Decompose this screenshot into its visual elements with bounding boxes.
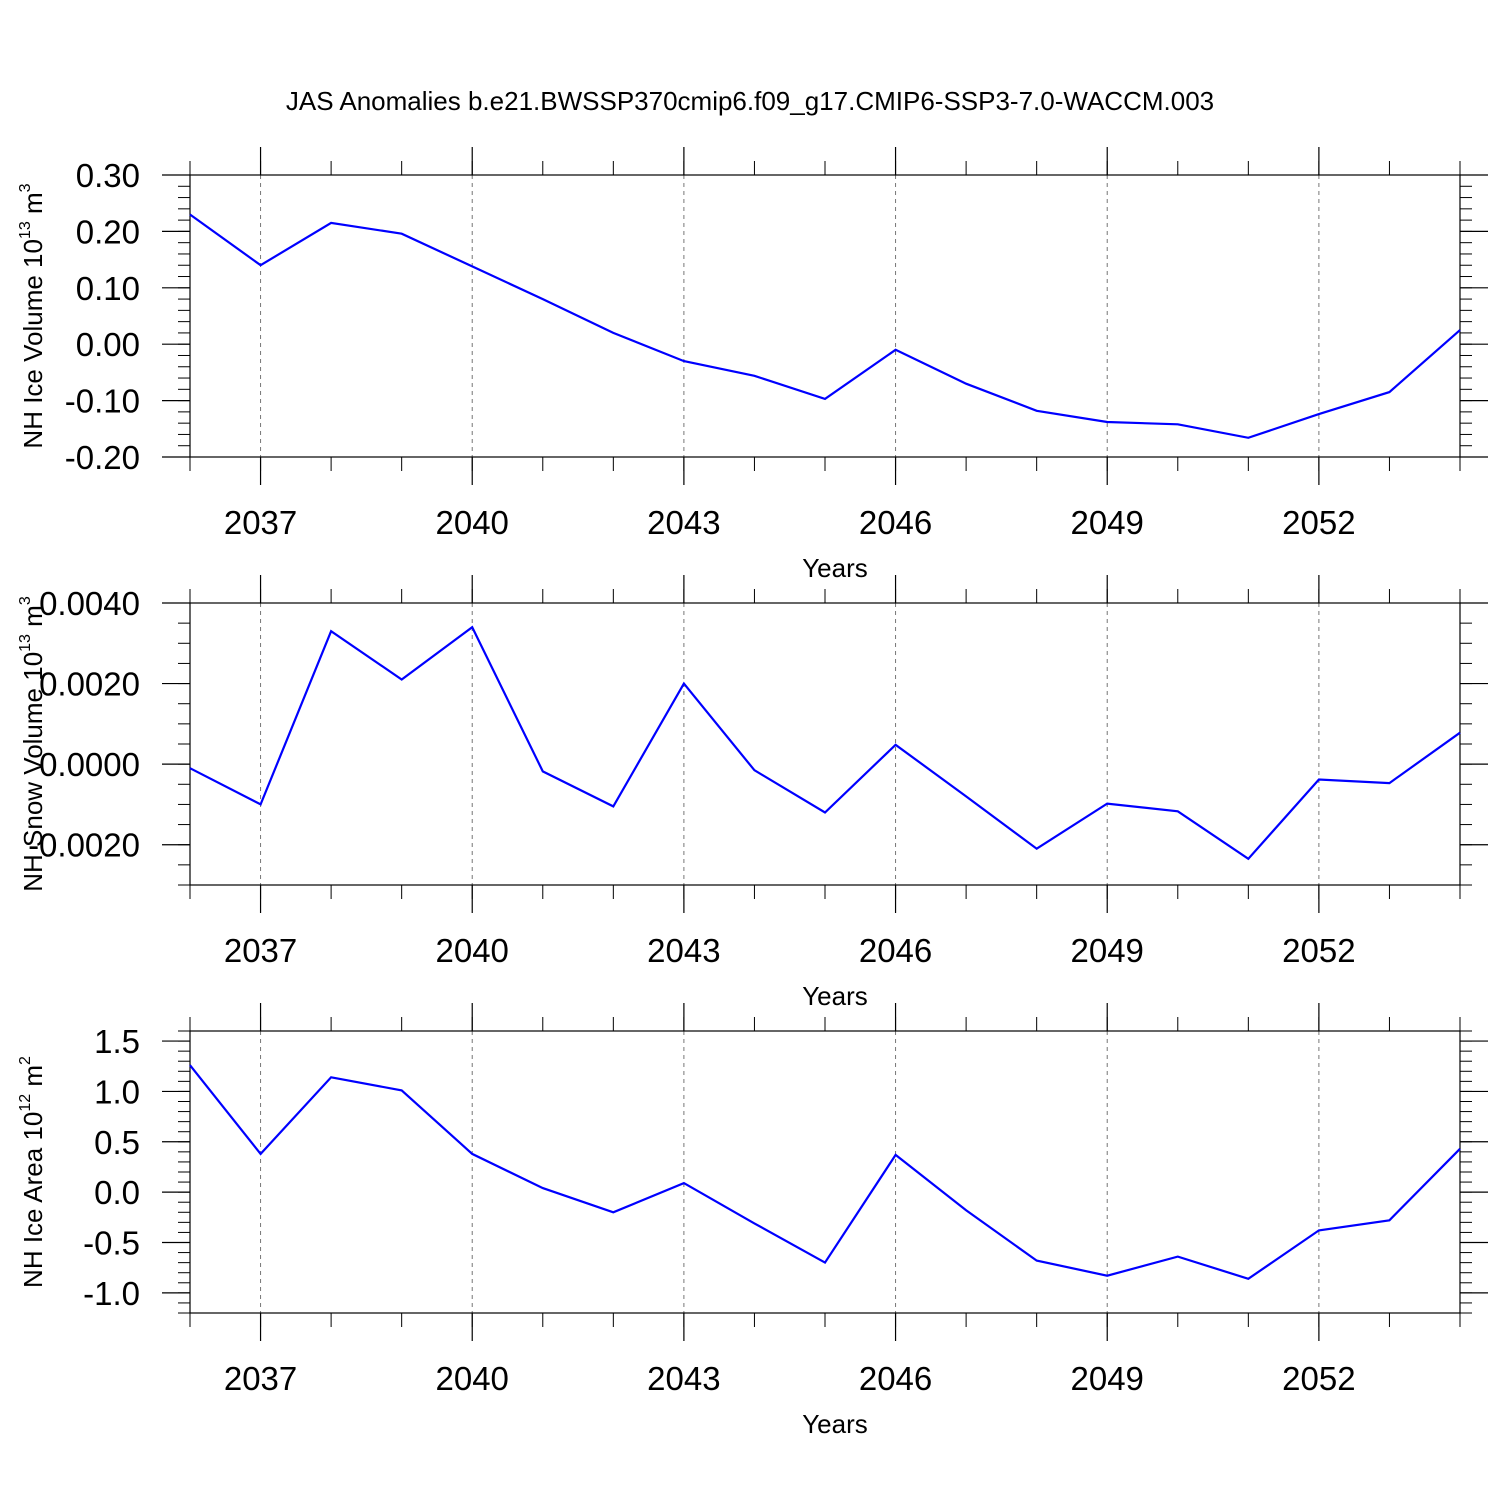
chart-panel-1: 2037 2040 2043 2046 2049 2052 -0.20 -0.10 0.00 0.… [17,147,1488,583]
x-tick-label: 2043 [647,932,720,969]
y-axis-label-unit-exponent: 3 [17,596,34,605]
x-tick-label: 2049 [1071,504,1144,541]
y-tick-label: 0.00 [76,326,140,363]
y-axis-label: NH Ice Area 1012 m2 [17,1056,48,1288]
y-tick-label: 0.30 [76,157,140,194]
x-tick-label: 2052 [1282,504,1355,541]
chart-panel-3: 2037 2040 2043 2046 2049 2052 -1.0 -0.5 0.0 0.5 1.… [17,1003,1488,1439]
x-tick-label: 2043 [647,1360,720,1397]
y-axis-label-unit-exponent: 2 [17,1056,34,1065]
x-axis-label: Years [802,1409,868,1439]
y-axis-label-exponent: 13 [17,221,34,239]
y-axis-label-unit: m [18,1065,48,1094]
y-tick-label: 0.0 [94,1174,140,1211]
x-tick-label: 2037 [224,504,297,541]
y-tick-label: 1.0 [94,1073,140,1110]
y-tick-label: 0.20 [76,213,140,250]
plot-frame [190,603,1460,885]
y-axis-label-unit: m [18,192,48,221]
x-tick-label: 2040 [436,504,509,541]
x-tick-label: 2046 [859,1360,932,1397]
y-axis-label-unit-exponent: 3 [17,183,34,192]
y-axis-label-text: NH Ice Area 10 [18,1112,48,1288]
y-tick-label: -0.5 [83,1225,140,1262]
y-axis-label: NH Snow Volume 1013 m3 [17,596,48,892]
x-tick-label: 2046 [859,932,932,969]
x-tick-label: 2046 [859,504,932,541]
series-line [190,1065,1460,1279]
y-tick-label: -0.20 [65,439,140,476]
x-tick-label: 2049 [1071,1360,1144,1397]
y-tick-label: 1.5 [94,1023,140,1060]
y-tick-label: 0.5 [94,1124,140,1161]
y-axis-label-text: NH Snow Volume 10 [18,652,48,892]
y-axis-label: NH Ice Volume 1013 m3 [17,183,48,448]
y-tick-label: 0.0020 [39,666,140,703]
x-tick-label: 2049 [1071,932,1144,969]
x-tick-label: 2037 [224,1360,297,1397]
y-axis-label-exponent: 12 [17,1094,34,1112]
x-tick-label: 2040 [436,1360,509,1397]
plot-frame [190,175,1460,457]
x-tick-label: 2052 [1282,932,1355,969]
series-line [190,627,1460,859]
x-axis-label: Years [802,981,868,1011]
y-tick-label: 0.0000 [39,746,140,783]
x-axis-label: Years [802,553,868,583]
y-axis-label-text: NH Ice Volume 10 [18,239,48,449]
x-tick-label: 2052 [1282,1360,1355,1397]
plot-frame [190,1031,1460,1313]
y-tick-label: -1.0 [83,1275,140,1312]
figure-title: JAS Anomalies b.e21.BWSSP370cmip6.f09_g1… [286,86,1214,116]
series-line [190,215,1460,438]
y-tick-label: 0.0040 [39,585,140,622]
x-tick-label: 2037 [224,932,297,969]
y-axis-label-unit: m [18,605,48,634]
y-axis-label-exponent: 13 [17,634,34,652]
y-tick-label: 0.10 [76,270,140,307]
x-tick-label: 2040 [436,932,509,969]
y-tick-label: -0.10 [65,383,140,420]
x-tick-label: 2043 [647,504,720,541]
